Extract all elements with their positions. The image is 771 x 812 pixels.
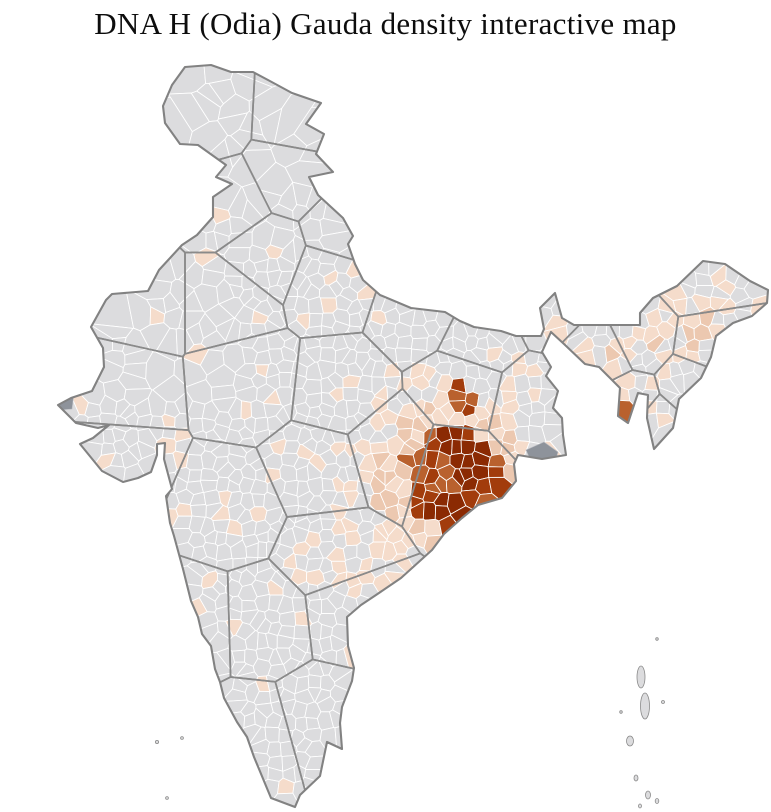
- district[interactable]: [423, 534, 464, 573]
- district[interactable]: [605, 300, 621, 341]
- district[interactable]: [293, 295, 310, 315]
- state-border: [567, 393, 768, 807]
- district[interactable]: [329, 709, 356, 729]
- district[interactable]: [733, 308, 761, 345]
- island: [654, 798, 660, 804]
- district[interactable]: [451, 439, 462, 456]
- district[interactable]: [461, 424, 475, 442]
- map-title: DNA H (Odia) Gauda density interactive m…: [94, 6, 677, 41]
- district[interactable]: [308, 313, 324, 328]
- island: [638, 803, 642, 809]
- district[interactable]: [266, 741, 282, 758]
- district[interactable]: [655, 401, 671, 415]
- district[interactable]: [396, 335, 414, 350]
- district[interactable]: [318, 529, 335, 543]
- state-border: [576, 65, 768, 318]
- district[interactable]: [487, 466, 505, 478]
- island: [180, 736, 184, 740]
- district[interactable]: [223, 260, 245, 277]
- district[interactable]: [659, 251, 698, 289]
- india-outline: [56, 63, 770, 809]
- district[interactable]: [140, 491, 180, 510]
- island: [633, 774, 639, 782]
- district[interactable]: [278, 610, 297, 627]
- district[interactable]: [231, 649, 246, 663]
- island: [655, 637, 659, 641]
- island: [636, 665, 646, 689]
- district[interactable]: [422, 501, 437, 521]
- islands-layer: [154, 637, 665, 809]
- district[interactable]: [85, 465, 126, 502]
- district[interactable]: [394, 347, 413, 363]
- island: [626, 735, 634, 747]
- district[interactable]: [223, 247, 251, 264]
- district[interactable]: [130, 239, 177, 283]
- district[interactable]: [472, 492, 515, 533]
- district[interactable]: [42, 381, 80, 443]
- district[interactable]: [517, 271, 577, 310]
- district[interactable]: [240, 778, 280, 812]
- state-border: [255, 419, 370, 518]
- district[interactable]: [178, 191, 217, 234]
- district[interactable]: [168, 213, 207, 255]
- island: [165, 796, 169, 800]
- district[interactable]: [618, 275, 662, 315]
- district[interactable]: [435, 288, 473, 328]
- district[interactable]: [257, 541, 268, 559]
- district[interactable]: [251, 493, 266, 508]
- island: [661, 700, 665, 704]
- district[interactable]: [369, 441, 389, 455]
- district[interactable]: [309, 621, 322, 641]
- district[interactable]: [232, 765, 270, 800]
- district[interactable]: [139, 506, 179, 546]
- district[interactable]: [65, 440, 103, 480]
- district[interactable]: [410, 337, 428, 352]
- island: [154, 740, 159, 745]
- district[interactable]: [185, 453, 204, 471]
- district[interactable]: [527, 375, 542, 390]
- district[interactable]: [307, 674, 322, 689]
- island: [640, 692, 650, 720]
- district[interactable]: [209, 711, 246, 749]
- district[interactable]: [674, 237, 710, 276]
- island: [619, 710, 623, 714]
- district[interactable]: [448, 360, 467, 380]
- district[interactable]: [201, 41, 236, 84]
- district[interactable]: [355, 594, 395, 633]
- district[interactable]: [342, 386, 359, 402]
- district[interactable]: [255, 792, 313, 812]
- district[interactable]: [514, 425, 530, 443]
- district[interactable]: [175, 502, 193, 517]
- island: [645, 790, 651, 800]
- district[interactable]: [300, 776, 341, 812]
- district[interactable]: [528, 411, 546, 428]
- district[interactable]: [190, 504, 207, 518]
- district[interactable]: [187, 469, 203, 483]
- district[interactable]: [637, 420, 699, 462]
